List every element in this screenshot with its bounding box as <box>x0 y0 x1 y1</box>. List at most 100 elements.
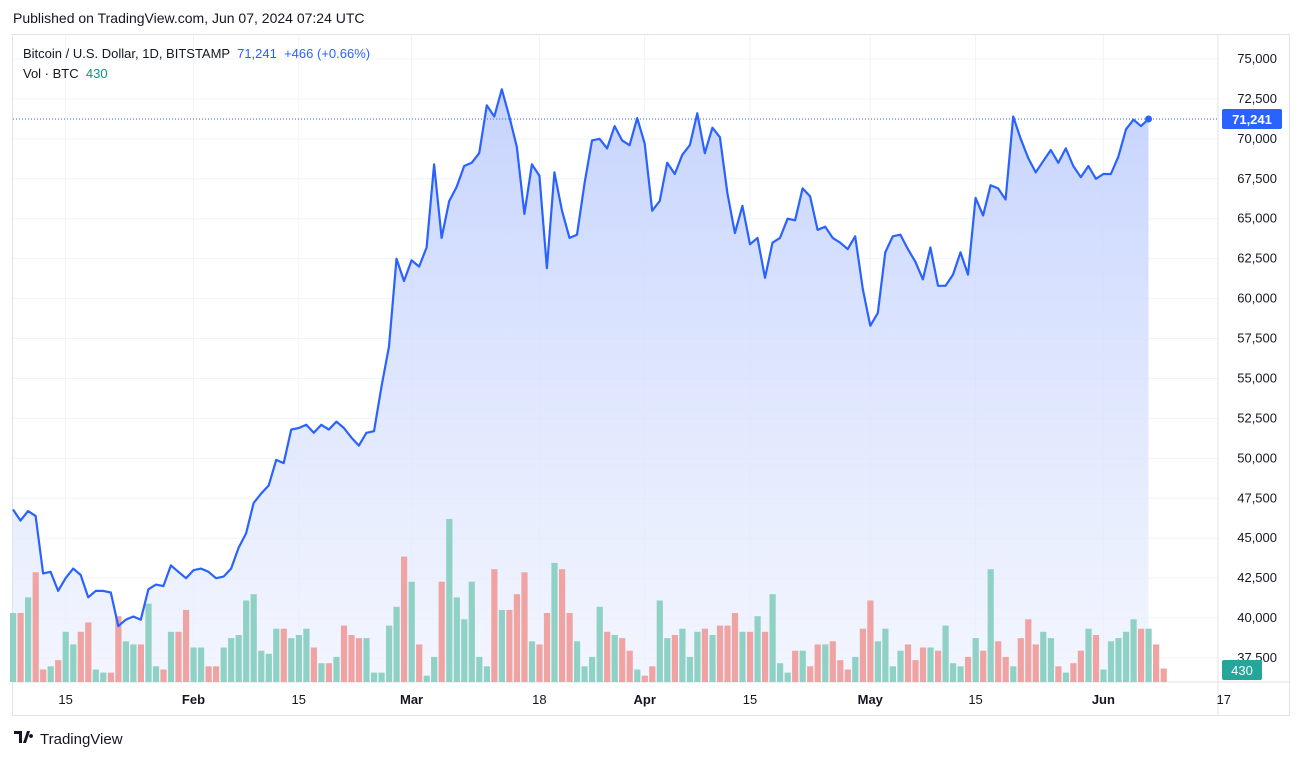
volume-bar <box>784 672 791 682</box>
volume-bar <box>709 635 716 682</box>
volume-bar <box>912 660 919 682</box>
volume-bar <box>1032 644 1039 682</box>
volume-bar <box>559 569 566 682</box>
volume-bar <box>686 656 693 682</box>
volume-bar <box>1010 666 1017 682</box>
volume-bar <box>987 569 994 682</box>
volume-value: 430 <box>85 66 108 81</box>
volume-bar <box>980 650 987 682</box>
volume-bar <box>716 625 724 682</box>
volume-bar <box>814 644 821 682</box>
volume-bar <box>333 656 340 682</box>
volume-bar <box>213 666 220 682</box>
volume-bar <box>1123 631 1130 682</box>
volume-bar <box>739 631 746 682</box>
volume-bar <box>363 638 370 682</box>
time-tick-label: Apr <box>633 692 655 707</box>
volume-bar <box>1153 644 1160 682</box>
volume-bar <box>85 622 92 682</box>
volume-bar <box>671 635 678 682</box>
volume-bar <box>701 628 708 682</box>
volume-bar <box>77 631 84 682</box>
price-area-fill <box>13 89 1149 683</box>
volume-bar <box>92 669 99 682</box>
price-tick-label: 40,000 <box>1237 610 1277 625</box>
volume-bar <box>641 675 648 682</box>
volume-bar <box>506 609 513 682</box>
volume-bar <box>40 669 47 682</box>
volume-bar <box>634 669 641 682</box>
price-series-line <box>12 88 1150 628</box>
volume-bar <box>799 650 806 682</box>
volume-bar <box>950 663 957 682</box>
price-tick-label: 55,000 <box>1237 370 1277 385</box>
volume-bar <box>220 647 227 682</box>
volume-bar <box>423 675 430 682</box>
volume-bar <box>453 597 460 682</box>
volume-bar <box>491 569 498 682</box>
volume-bar <box>280 628 287 682</box>
axis-markers: 71,241 430 <box>1222 109 1282 680</box>
price-change-value: +466 (+0.66%) <box>284 46 371 61</box>
price-tick-label: 70,000 <box>1237 131 1277 146</box>
price-tick-label: 57,500 <box>1237 331 1277 346</box>
volume-bar <box>852 656 859 682</box>
volume-bar <box>995 641 1002 683</box>
volume-bar <box>183 609 190 682</box>
tradingview-logo[interactable]: TradingView <box>14 730 123 748</box>
time-tick-label: 15 <box>968 692 982 707</box>
volume-bar <box>543 613 551 682</box>
volume-legend[interactable]: Vol · BTC 430 <box>23 66 108 81</box>
volume-bar <box>859 628 866 682</box>
volume-bar <box>528 641 536 683</box>
volume-bar <box>566 613 573 682</box>
volume-bar <box>1100 669 1107 682</box>
volume-bar <box>1107 641 1115 683</box>
volume-bar <box>829 641 836 683</box>
price-tick-label: 75,000 <box>1237 51 1277 66</box>
volume-bar <box>611 635 618 682</box>
volume-bar <box>371 672 378 682</box>
volume-bar <box>619 638 626 682</box>
volume-bar <box>416 644 423 682</box>
volume-bar <box>476 656 483 682</box>
volume-bar <box>461 619 468 682</box>
price-tick-label: 60,000 <box>1237 291 1277 306</box>
volume-bar <box>889 666 896 682</box>
time-tick-label: 15 <box>743 692 757 707</box>
volume-bar <box>325 663 332 682</box>
volume-bar <box>769 594 776 682</box>
volume-bar <box>288 638 295 682</box>
volume-bar <box>521 572 528 682</box>
volume-bar <box>378 672 385 682</box>
volume-bar <box>1077 650 1084 682</box>
volume-bar <box>874 641 881 683</box>
volume-bar <box>942 625 949 682</box>
volume-bar <box>957 666 964 682</box>
volume-bar <box>927 647 934 682</box>
volume-bar <box>498 609 505 682</box>
volume-bar <box>70 644 77 682</box>
volume-bar <box>1040 631 1047 682</box>
price-line <box>12 88 1218 628</box>
volume-bar <box>295 635 302 682</box>
volume-bar <box>574 641 581 683</box>
volume-bar <box>62 631 69 682</box>
volume-bar <box>649 666 656 682</box>
price-tick-label: 47,500 <box>1237 490 1277 505</box>
price-tick-label: 65,000 <box>1237 211 1277 226</box>
last-price-badge-label: 71,241 <box>1232 112 1272 127</box>
volume-bar <box>303 628 310 682</box>
volume-bar <box>596 606 603 682</box>
price-tick-label: 42,500 <box>1237 570 1277 585</box>
volume-bar <box>107 672 114 682</box>
volume-bar <box>468 581 475 682</box>
volume-bar <box>1002 656 1009 682</box>
time-tick-label: May <box>858 692 884 707</box>
volume-bar <box>935 650 942 682</box>
symbol-legend[interactable]: Bitcoin / U.S. Dollar, 1D, BITSTAMP 71,2… <box>23 46 370 61</box>
volume-bar <box>152 666 160 682</box>
tradingview-brand: TradingView <box>40 730 123 748</box>
volume-badge <box>1222 660 1262 680</box>
